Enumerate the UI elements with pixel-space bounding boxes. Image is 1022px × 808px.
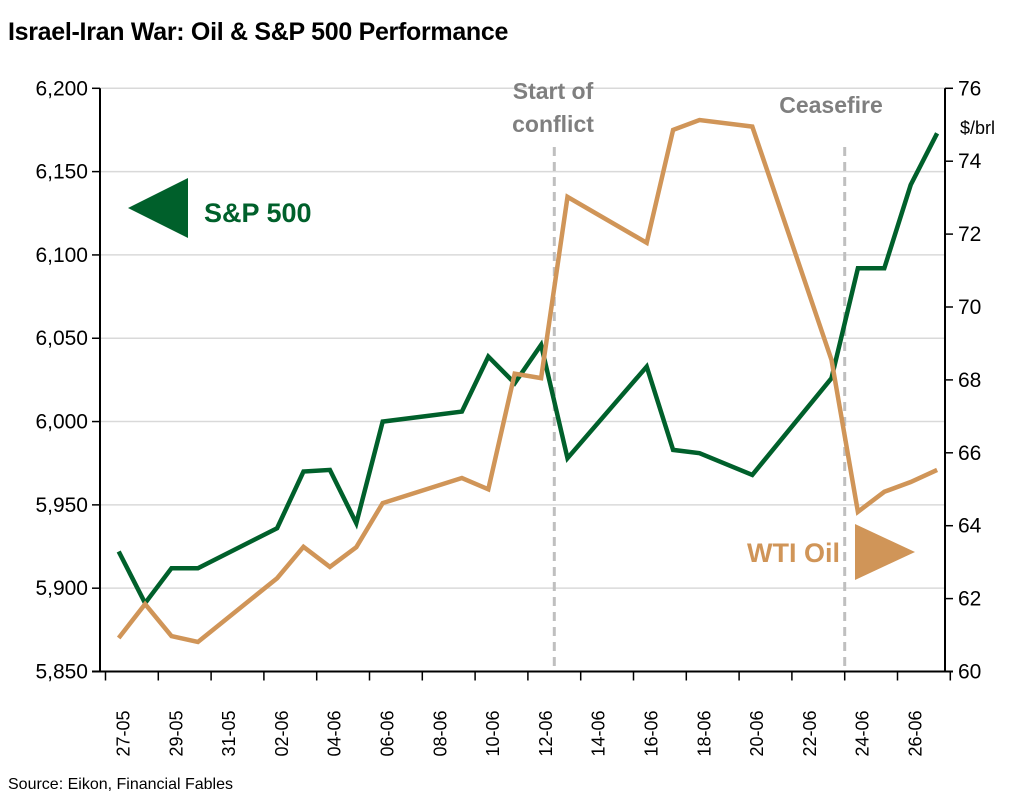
x-tick-label: 22-06 (800, 710, 820, 756)
x-tick-label: 04-06 (325, 710, 345, 756)
right-tick-label: 62 (958, 588, 981, 611)
left-tick-label: 6,100 (35, 244, 88, 267)
left-tick-label: 6,050 (35, 327, 88, 350)
left-tick-label: 5,900 (35, 577, 88, 600)
annotation-text: Ceasefire (779, 92, 883, 118)
annotation-text: Start of (513, 78, 594, 104)
x-tick-label: 31-05 (219, 710, 239, 756)
right-axis-unit: $/brl (960, 118, 995, 138)
left-tick-label: 6,150 (35, 161, 88, 184)
right-arrow-icon (855, 524, 915, 580)
left-tick-label: 6,200 (35, 77, 88, 100)
source-note: Source: Eikon, Financial Fables (8, 776, 233, 793)
right-tick-label: 72 (958, 223, 981, 246)
right-tick-label: 60 (958, 661, 981, 684)
left-tick-label: 5,850 (35, 661, 88, 684)
axes (92, 87, 953, 681)
x-tick-label: 18-06 (694, 710, 714, 756)
x-tick-label: 20-06 (747, 710, 767, 756)
x-tick-label: 06-06 (378, 710, 398, 756)
left-tick-label: 5,950 (35, 494, 88, 517)
right-tick-label: 76 (958, 77, 981, 100)
x-tick-label: 24-06 (853, 710, 873, 756)
right-tick-label: 70 (958, 296, 981, 319)
left-arrow-icon (128, 178, 188, 238)
x-tick-label: 02-06 (272, 710, 292, 756)
annotation-text: conflict (512, 111, 594, 137)
gridlines (100, 87, 945, 589)
chart-title: Israel-Iran War: Oil & S&P 500 Performan… (8, 18, 509, 46)
x-tick-label: 26-06 (906, 710, 926, 756)
x-tick-label: 16-06 (642, 710, 662, 756)
right-tick-label: 74 (958, 150, 982, 173)
tick-labels: 5,850 5,900 5,950 6,000 6,050 6,100 6,150 6,200… (35, 77, 995, 756)
right-tick-label: 68 (958, 369, 981, 392)
series-label-sp500: S&P 500 (204, 198, 312, 228)
event-lines (552, 147, 847, 672)
x-tick-label: 12-06 (536, 710, 556, 756)
x-tick-label: 08-06 (430, 710, 450, 756)
left-tick-label: 6,000 (35, 411, 88, 434)
series-label-wti: WTI Oil (747, 538, 840, 568)
x-tick-label: 14-06 (589, 710, 609, 756)
x-tick-label: 29-05 (166, 710, 186, 756)
right-tick-label: 66 (958, 442, 981, 465)
x-tick-label: 27-05 (114, 710, 134, 756)
x-tick-label: 10-06 (483, 710, 503, 756)
series-labels: S&P 500 WTI Oil (128, 178, 915, 580)
right-tick-label: 64 (958, 515, 982, 538)
series-lines (116, 117, 940, 645)
annotations: Start of conflict Ceasefire (512, 78, 883, 137)
